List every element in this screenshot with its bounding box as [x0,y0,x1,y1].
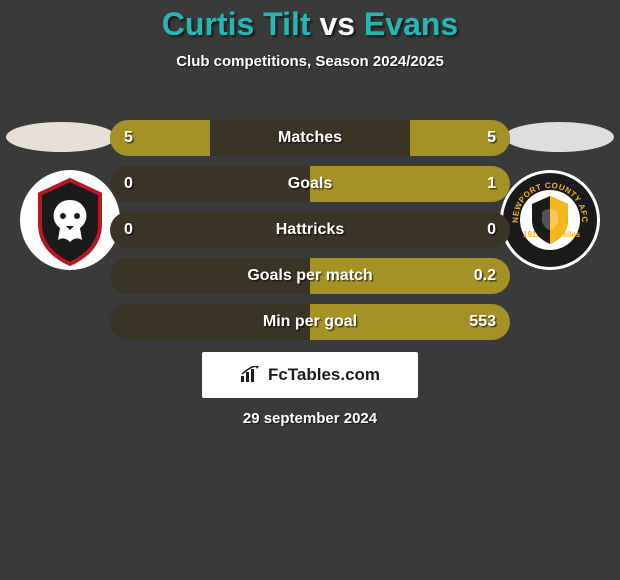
stat-value-right: 0 [487,212,496,248]
stat-row: Goals per match0.2 [110,258,510,294]
vs-text: vs [319,6,355,42]
player2-headshot [504,122,614,152]
stat-label: Goals per match [110,258,510,294]
stat-value-right: 5 [487,120,496,156]
player2-name: Evans [364,6,458,42]
bar-chart-icon [240,366,262,384]
footer-date: 29 september 2024 [0,410,620,427]
stat-value-right: 0.2 [474,258,496,294]
stat-row: 0Goals1 [110,166,510,202]
newport-badge-icon: NEWPORT COUNTY AFC 1912 exiles [500,170,600,270]
player1-club-badge [20,170,120,270]
stat-row: Min per goal553 [110,304,510,340]
player2-club-badge: NEWPORT COUNTY AFC 1912 exiles [500,170,600,270]
stat-label: Hattricks [110,212,510,248]
player1-name: Curtis Tilt [162,6,311,42]
stat-label: Matches [110,120,510,156]
brand-badge[interactable]: FcTables.com [202,352,418,398]
stat-row: 0Hattricks0 [110,212,510,248]
stat-value-right: 553 [469,304,496,340]
stat-value-right: 1 [487,166,496,202]
stat-rows: 5Matches50Goals10Hattricks0Goals per mat… [110,120,510,350]
comparison-title: Curtis Tilt vs Evans [0,0,620,43]
salford-badge-icon [20,170,120,270]
stat-label: Goals [110,166,510,202]
stat-row: 5Matches5 [110,120,510,156]
player1-headshot [6,122,116,152]
comparison-subtitle: Club competitions, Season 2024/2025 [0,53,620,70]
stat-label: Min per goal [110,304,510,340]
brand-text: FcTables.com [268,365,380,385]
